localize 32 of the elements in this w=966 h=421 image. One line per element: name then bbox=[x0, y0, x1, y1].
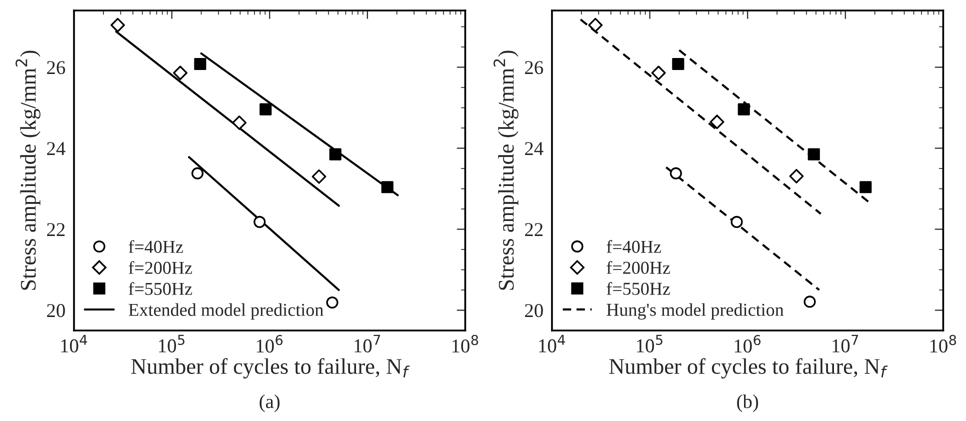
legend-label: f=200Hz bbox=[128, 261, 192, 274]
y-tick-label: 26 bbox=[47, 61, 66, 74]
x-tick-label: 10$^{6}$ bbox=[256, 334, 283, 353]
x-tick-label: 10$^{8}$ bbox=[452, 334, 478, 353]
legend-label: Hung's model prediction bbox=[606, 303, 784, 320]
y-tick-label: 24 bbox=[525, 142, 544, 155]
x-tick-label: 10$^{5}$ bbox=[637, 334, 662, 352]
y-tick-label: 20 bbox=[525, 304, 543, 318]
x-tick-label: 10$^{6}$ bbox=[734, 334, 761, 353]
y-tick-label: 24 bbox=[47, 142, 66, 155]
legend-label: f=550Hz bbox=[606, 282, 670, 295]
y-axis-title: Stress amplitude (kg/mm$^{2}$) bbox=[16, 50, 40, 290]
legend-label: f=200Hz bbox=[606, 261, 670, 274]
legend-label: f=40Hz bbox=[606, 240, 661, 253]
x-tick-label: 10$^{7}$ bbox=[832, 334, 858, 352]
legend-label: f=40Hz bbox=[128, 240, 183, 253]
x-tick-label: 10$^{7}$ bbox=[354, 334, 380, 352]
y-axis-title: Stress amplitude (kg/mm$^{2}$) bbox=[494, 50, 518, 290]
text: (a) bbox=[260, 394, 280, 412]
y-tick-label: 22 bbox=[525, 223, 543, 236]
legend-label: f=550Hz bbox=[128, 282, 192, 295]
x-tick-label: 10$^{4}$ bbox=[61, 334, 88, 352]
y-tick-label: 22 bbox=[47, 223, 65, 236]
x-axis-title: Number of cycles to failure, N$_{f}$ bbox=[131, 358, 410, 379]
text: (b) bbox=[737, 394, 758, 412]
legend-label: Extended model prediction bbox=[128, 303, 324, 320]
x-tick-label: 10$^{5}$ bbox=[159, 334, 184, 352]
x-tick-label: 10$^{8}$ bbox=[930, 334, 956, 353]
x-axis-title: Number of cycles to failure, N$_{f}$ bbox=[609, 358, 888, 379]
y-tick-label: 26 bbox=[525, 61, 544, 74]
y-tick-label: 20 bbox=[47, 304, 65, 318]
x-tick-label: 10$^{4}$ bbox=[539, 334, 566, 352]
